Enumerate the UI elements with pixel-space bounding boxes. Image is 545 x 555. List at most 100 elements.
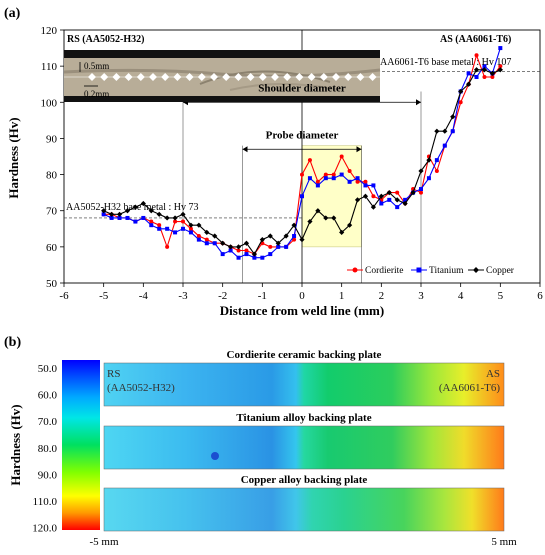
data-point-titanium	[307, 176, 312, 181]
legend-marker-titanium	[416, 267, 422, 273]
data-point-titanium	[300, 194, 304, 199]
colorbar-tick-label: 110.0	[33, 496, 58, 508]
y-axis-label: Hardness (Hv)	[6, 117, 21, 198]
micrograph-texture	[229, 83, 341, 91]
data-point-copper	[116, 211, 123, 217]
map-low-spot	[211, 452, 219, 460]
legend-label-cordierite: Cordierite	[365, 266, 404, 276]
data-point-copper	[164, 215, 170, 221]
data-point-copper	[220, 240, 226, 246]
data-point-cordierite	[165, 244, 170, 249]
colorbar-tick-label: 50.0	[38, 363, 58, 375]
x-tick-label: 2	[379, 290, 385, 302]
data-point-cordierite	[292, 237, 297, 242]
data-point-titanium	[363, 183, 368, 188]
data-point-copper	[243, 240, 250, 246]
data-point-titanium	[141, 215, 146, 220]
data-point-cordierite	[307, 158, 312, 163]
probe-diameter-label: Probe diameter	[266, 129, 339, 141]
data-point-cordierite	[236, 248, 241, 253]
data-point-titanium	[403, 197, 408, 202]
map-x-left-label: -5 mm	[89, 536, 118, 548]
data-point-cordierite	[244, 248, 249, 253]
data-point-titanium	[252, 255, 257, 260]
data-point-titanium	[212, 241, 217, 246]
data-point-titanium	[117, 215, 122, 220]
data-point-cordierite	[498, 64, 503, 69]
data-point-titanium	[292, 234, 297, 239]
data-point-copper	[148, 208, 154, 214]
indent-markers	[64, 73, 380, 81]
data-point-copper	[235, 244, 242, 250]
x-tick-label: 1	[339, 290, 345, 302]
rs-label: RS (AA5052-H32)	[67, 34, 145, 45]
y-tick-label: 80	[46, 170, 58, 182]
colorbar-tick-label: 70.0	[38, 416, 58, 428]
data-point-cordierite	[268, 244, 273, 249]
data-point-copper	[339, 229, 345, 235]
data-point-titanium	[379, 201, 384, 206]
data-point-titanium	[228, 248, 233, 253]
data-point-copper	[101, 208, 107, 214]
data-point-cordierite	[419, 190, 423, 195]
data-point-cordierite	[371, 194, 376, 199]
legend-label-titanium: Titanium	[429, 266, 464, 276]
data-point-copper	[450, 114, 456, 120]
data-point-titanium	[395, 205, 400, 210]
hardness-map-copper	[103, 487, 505, 532]
x-tick-label: -4	[139, 290, 149, 302]
data-point-titanium	[204, 241, 209, 246]
data-point-copper	[212, 233, 218, 239]
data-point-cordierite	[363, 179, 368, 184]
data-point-copper	[347, 222, 353, 228]
data-point-titanium	[387, 197, 392, 202]
data-point-copper	[172, 215, 178, 221]
panel-a-label: (a)	[4, 6, 21, 21]
data-point-copper	[394, 197, 400, 203]
data-point-copper	[132, 204, 138, 210]
data-point-titanium	[419, 187, 423, 192]
probe-zone-highlight	[301, 145, 362, 248]
inset-scale-2: 0.2mm	[84, 89, 109, 99]
data-point-titanium	[157, 226, 162, 231]
data-point-cordierite	[149, 219, 154, 224]
data-point-cordierite	[188, 226, 193, 231]
y-tick-label: 60	[46, 242, 58, 254]
data-point-titanium	[442, 143, 447, 148]
data-point-cordierite	[204, 237, 209, 242]
inset-scale-1: 0.5mm	[84, 61, 109, 71]
data-point-copper	[354, 197, 361, 203]
data-point-copper	[481, 67, 488, 73]
data-point-copper	[497, 67, 503, 73]
data-point-copper	[267, 233, 273, 239]
colorbar-ticks: 50.0 60.0 70.0 80.0 90.0 110.0 120.0	[32, 363, 57, 535]
y-tick-label: 100	[41, 97, 58, 109]
data-point-titanium	[188, 230, 193, 235]
data-point-titanium	[109, 215, 114, 220]
data-point-cordierite	[315, 179, 320, 184]
data-point-titanium	[276, 244, 281, 249]
data-point-copper	[466, 81, 472, 87]
x-tick-label: 5	[498, 290, 504, 302]
probe-arrow-head-left	[242, 146, 248, 153]
data-point-cordierite	[181, 219, 185, 224]
map-as-label: AS	[486, 368, 500, 380]
series-titanium	[101, 46, 503, 260]
x-tick-label: -1	[258, 290, 267, 302]
legend-marker-cordierite	[352, 267, 358, 273]
data-point-cordierite	[339, 154, 344, 159]
data-point-copper	[291, 222, 297, 228]
data-point-copper	[386, 190, 392, 196]
data-point-titanium	[347, 179, 352, 184]
data-point-titanium	[450, 129, 455, 134]
data-point-titanium	[355, 176, 360, 181]
base-metal-rs-label: AA5052-H32 base metal : Hv 73	[66, 202, 198, 213]
data-point-titanium	[220, 252, 225, 257]
data-point-copper	[473, 67, 480, 73]
data-point-copper	[331, 215, 337, 221]
data-point-titanium	[331, 176, 336, 181]
data-point-titanium	[466, 71, 471, 76]
y-tick-label: 120	[41, 25, 58, 37]
